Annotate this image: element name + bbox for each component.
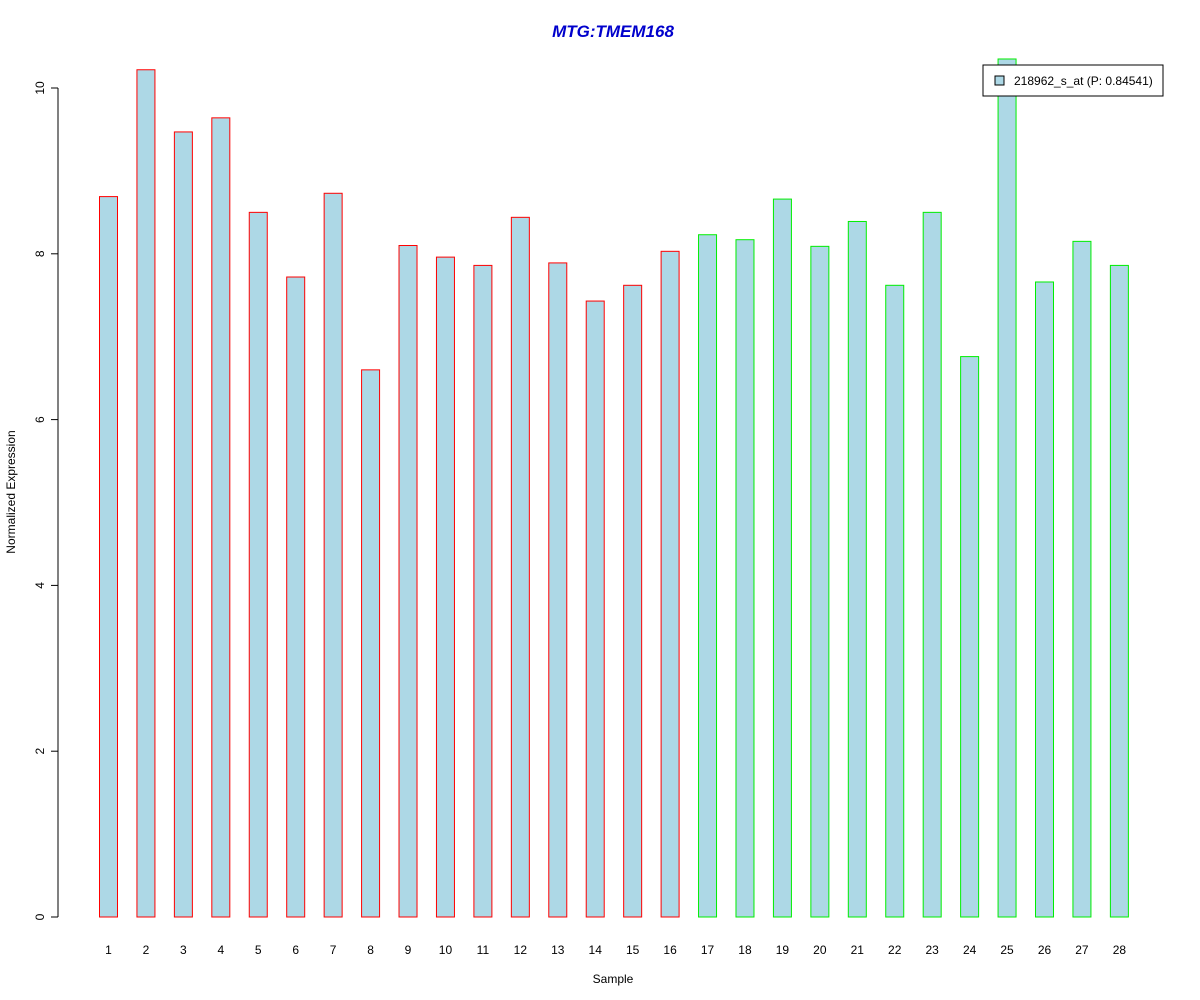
bar-sample-13	[548, 262, 568, 918]
bars-group	[99, 58, 1129, 918]
x-tick-label: 6	[292, 943, 299, 957]
x-tick-label: 4	[217, 943, 224, 957]
x-tick-label: 5	[255, 943, 262, 957]
x-tick-labels: 1 2 3 4 5 6 7 8 9 10 11 12 13 14 15 16 17 18 19 20 21 22 23 24 2…	[105, 943, 1126, 957]
bar-sample-1	[99, 196, 118, 918]
bar-sample-3	[173, 131, 193, 918]
x-tick-label: 7	[330, 943, 337, 957]
x-tick-label: 14	[589, 943, 603, 957]
x-tick-label: 9	[405, 943, 412, 957]
bar-sample-10	[435, 256, 455, 918]
x-tick-label: 28	[1113, 943, 1127, 957]
bar-sample-27	[1072, 240, 1092, 918]
y-tick-label: 2	[33, 748, 47, 755]
bar-sample-24	[960, 356, 980, 918]
x-tick-label: 11	[477, 943, 490, 957]
legend-box	[982, 64, 1164, 97]
bar-sample-28	[1109, 264, 1129, 918]
bar-sample-18	[735, 239, 755, 918]
bar-sample-4	[211, 117, 231, 918]
bar-sample-25	[997, 58, 1017, 918]
y-axis: 0 2 4 6 8 10	[33, 81, 59, 920]
x-tick-label: 13	[551, 943, 565, 957]
bar-sample-6	[286, 276, 306, 918]
x-tick-label: 12	[514, 943, 528, 957]
bar-sample-7	[323, 192, 343, 918]
y-tick-label: 10	[33, 81, 47, 95]
bar-sample-2	[136, 69, 156, 918]
x-tick-label: 15	[626, 943, 640, 957]
bar-sample-22	[885, 284, 905, 918]
x-tick-label: 21	[851, 943, 865, 957]
bar-sample-12	[510, 216, 530, 918]
x-tick-label: 20	[813, 943, 827, 957]
chart-title: MTG:TMEM168	[552, 22, 674, 41]
y-axis-label: Normalized Expression	[4, 430, 18, 553]
bar-sample-8	[361, 369, 381, 918]
x-tick-label: 24	[963, 943, 977, 957]
bar-sample-19	[772, 198, 792, 918]
bar-sample-15	[623, 284, 643, 918]
x-tick-label: 23	[926, 943, 940, 957]
bar-sample-17	[698, 234, 718, 918]
x-tick-label: 27	[1075, 943, 1089, 957]
x-tick-label: 2	[143, 943, 150, 957]
bar-sample-5	[248, 211, 268, 918]
legend-swatch	[994, 75, 1005, 86]
legend: 218962_s_at (P: 0.84541)	[982, 64, 1164, 97]
x-tick-label: 17	[701, 943, 715, 957]
x-tick-label: 8	[367, 943, 374, 957]
x-tick-label: 22	[888, 943, 902, 957]
bar-sample-21	[847, 220, 867, 918]
y-tick-label: 0	[33, 913, 47, 920]
bar-sample-14	[585, 300, 605, 918]
bar-sample-16	[660, 250, 680, 918]
y-tick-label: 8	[33, 250, 47, 257]
legend-label: 218962_s_at (P: 0.84541)	[1014, 74, 1153, 88]
bar-sample-23	[922, 211, 942, 918]
bar-sample-20	[810, 245, 830, 918]
x-tick-label: 18	[738, 943, 752, 957]
x-tick-label: 1	[105, 943, 112, 957]
bar-sample-26	[1035, 281, 1054, 918]
bar-sample-9	[398, 245, 418, 918]
x-tick-label: 3	[180, 943, 187, 957]
y-tick-label: 6	[33, 416, 47, 423]
bar-sample-11	[473, 264, 493, 918]
x-tick-label: 10	[439, 943, 453, 957]
x-axis-label: Sample	[593, 972, 634, 986]
x-tick-label: 25	[1000, 943, 1014, 957]
x-tick-label: 26	[1038, 943, 1052, 957]
x-tick-label: 19	[776, 943, 790, 957]
y-tick-label: 4	[33, 582, 47, 589]
x-tick-label: 16	[663, 943, 677, 957]
